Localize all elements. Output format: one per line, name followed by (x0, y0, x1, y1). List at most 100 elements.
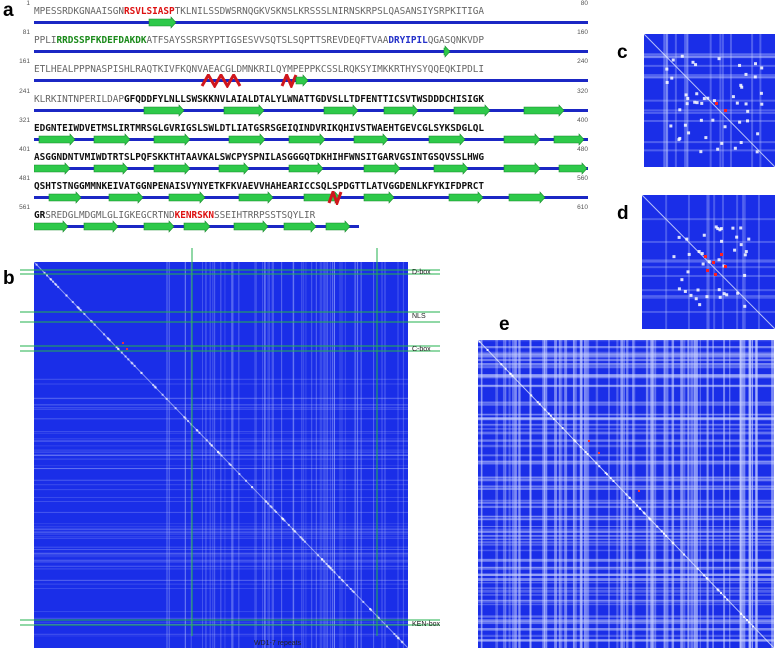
contact (331, 569, 334, 572)
stripe (544, 340, 546, 648)
stripe (357, 262, 359, 648)
contact (291, 528, 294, 531)
stripe (651, 340, 654, 648)
stripe (34, 538, 408, 540)
stripe (478, 638, 774, 642)
contact (735, 235, 739, 239)
panel-letter-c: c (617, 42, 628, 63)
contact (588, 440, 590, 442)
stripe (34, 553, 408, 555)
beta-strand-arrow (34, 220, 69, 233)
stripe (478, 340, 774, 342)
contact (293, 529, 296, 532)
contact (672, 255, 676, 259)
label-c-box: C-box (412, 346, 431, 353)
contact (486, 348, 489, 351)
stripe (644, 76, 775, 79)
stripe (321, 262, 323, 648)
residue-end: 610 (577, 204, 588, 211)
contact (478, 340, 481, 343)
stripe (478, 417, 774, 420)
residue-start: 561 (19, 204, 30, 211)
stripe (649, 340, 652, 648)
stripe (402, 262, 404, 648)
stripe (478, 354, 774, 357)
contact (346, 584, 349, 587)
contact-map-e (478, 340, 774, 648)
contact (759, 91, 763, 95)
stripe (742, 340, 746, 648)
contact (547, 412, 550, 415)
alpha-helix (280, 74, 298, 88)
stripe (663, 34, 666, 167)
sequence-text: ETLHEALPPPNASPISHLRAQTKIVFKQNVAEACGLDMNK… (34, 64, 588, 75)
contact (743, 616, 746, 619)
contact (689, 293, 693, 297)
stripe (478, 363, 774, 367)
contact (733, 146, 737, 150)
contact (720, 141, 724, 145)
contact (79, 309, 82, 312)
stripe (748, 340, 752, 648)
stripe (212, 262, 214, 648)
sequence-segment-green: RRDSSPFKDEFDAKDK (56, 35, 147, 46)
contact (760, 66, 764, 70)
contact (702, 233, 706, 237)
contact (579, 445, 582, 448)
stripe (504, 340, 507, 648)
contact (735, 101, 739, 105)
stripe (546, 340, 548, 648)
contact (120, 351, 123, 354)
stripe (34, 529, 408, 531)
stripe (34, 525, 408, 527)
stripe (325, 262, 327, 648)
stripe (579, 340, 583, 648)
contact (656, 525, 659, 528)
contact (699, 118, 703, 122)
stripe (642, 240, 775, 243)
stripe (478, 634, 774, 638)
contact (718, 295, 722, 299)
beta-strand-arrow (325, 220, 351, 233)
diagonal (644, 34, 775, 167)
stripe (34, 623, 408, 625)
stripe (478, 627, 774, 631)
contact (717, 288, 721, 292)
beta-strand-arrow (553, 133, 585, 146)
stripe (478, 525, 774, 527)
stripe (34, 407, 408, 409)
stripe (478, 439, 774, 442)
contact (287, 524, 290, 527)
stripe (34, 533, 408, 535)
stripe (719, 34, 722, 167)
contact (325, 562, 328, 565)
alpha-helix (327, 191, 343, 205)
sequence-segment-blue: DRYIPIL (388, 35, 428, 46)
stripe (34, 404, 408, 406)
residue-range: 161 240 (19, 58, 588, 66)
stripe (481, 340, 483, 648)
stripe (324, 262, 326, 648)
stripe (167, 262, 169, 648)
contact (165, 397, 168, 400)
contact (140, 371, 143, 374)
contact (680, 54, 684, 58)
contact-map-full (34, 262, 408, 648)
stripe (34, 554, 408, 556)
residue-end: 160 (577, 29, 588, 36)
contact (609, 477, 612, 480)
beta-strand-arrow (148, 16, 177, 29)
stripe (478, 401, 774, 404)
beta-strand-arrow (83, 220, 119, 233)
stripe (34, 560, 408, 562)
contact (696, 567, 699, 570)
stripe (573, 340, 575, 648)
stripe (699, 340, 701, 648)
contact (725, 293, 729, 297)
sequence-segment: PPLI (34, 35, 57, 46)
stripe (583, 340, 586, 648)
stripe (34, 633, 408, 635)
beta-strand-arrow (523, 104, 565, 117)
stripe (344, 262, 346, 648)
stripe (478, 574, 774, 576)
